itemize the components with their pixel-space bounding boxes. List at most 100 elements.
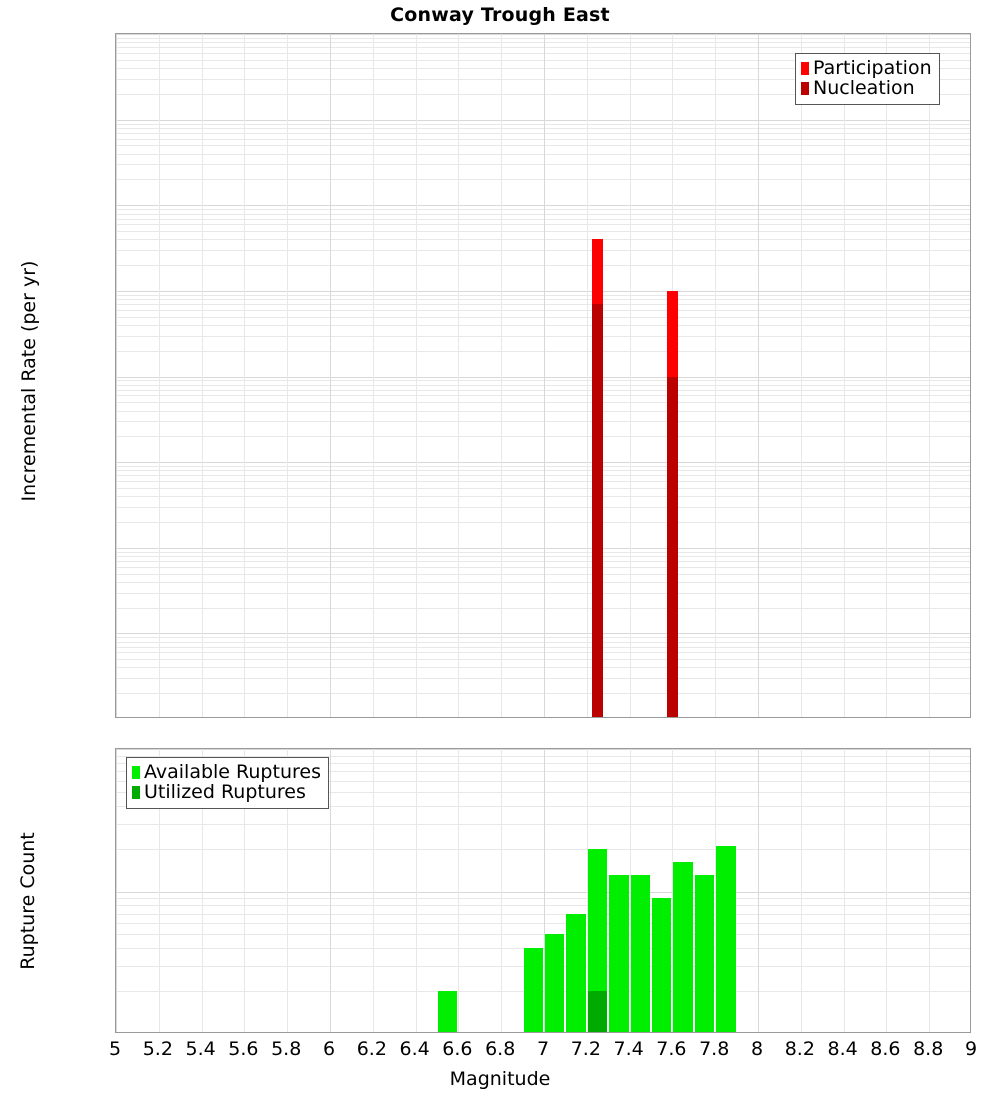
legend-label-utilized-ruptures: Utilized Ruptures xyxy=(144,781,306,803)
x-tick-label: 8.8 xyxy=(913,1038,944,1060)
legend-swatch-available xyxy=(132,766,140,779)
gridline-horizontal xyxy=(116,481,970,482)
gridline-vertical xyxy=(715,34,717,717)
legend-item-available-ruptures: Available Ruptures xyxy=(132,763,321,782)
gridline-horizontal xyxy=(116,567,970,568)
gridline-horizontal xyxy=(116,781,970,782)
legend-label-nucleation: Nucleation xyxy=(813,77,915,99)
gridline-horizontal xyxy=(116,806,970,807)
gridline-vertical xyxy=(929,34,931,717)
gridline-horizontal xyxy=(116,214,970,215)
gridline-horizontal xyxy=(116,633,970,634)
gridline-horizontal xyxy=(116,948,970,949)
gridline-horizontal xyxy=(116,154,970,155)
gridline-horizontal xyxy=(116,652,970,653)
bar-available-ruptures xyxy=(566,913,586,1032)
gridline-horizontal xyxy=(116,678,970,679)
bar-available-ruptures xyxy=(630,875,650,1032)
gridline-horizontal xyxy=(116,756,970,757)
legend-item-nucleation: Nucleation xyxy=(801,79,932,98)
legend-bottom[interactable]: Available Ruptures Utilized Ruptures xyxy=(126,757,329,809)
legend-label-available-ruptures: Available Ruptures xyxy=(144,761,321,783)
gridline-vertical xyxy=(287,749,289,1032)
x-tick-label: 6.4 xyxy=(399,1038,430,1060)
gridline-horizontal xyxy=(116,231,970,232)
gridline-vertical xyxy=(715,749,717,1032)
gridline-vertical xyxy=(501,34,503,717)
gridline-vertical xyxy=(929,749,931,1032)
gridline-horizontal xyxy=(116,351,970,352)
x-tick-label: 7.2 xyxy=(570,1038,601,1060)
gridline-vertical xyxy=(800,749,802,1032)
gridline-horizontal xyxy=(116,42,970,43)
gridline-horizontal xyxy=(116,659,970,660)
gridline-vertical xyxy=(244,749,246,1032)
x-tick-label: 7.8 xyxy=(699,1038,730,1060)
bar-available-ruptures xyxy=(694,875,715,1032)
legend-swatch-participation xyxy=(801,62,809,75)
gridline-vertical xyxy=(843,749,845,1032)
gridline-horizontal xyxy=(116,34,970,35)
gridline-horizontal xyxy=(116,771,970,772)
gridline-horizontal xyxy=(116,421,970,422)
gridline-horizontal xyxy=(116,763,970,764)
gridline-vertical xyxy=(544,749,545,1032)
gridline-horizontal xyxy=(116,749,970,750)
gridline-horizontal xyxy=(116,377,970,378)
x-tick-label: 5.2 xyxy=(142,1038,173,1060)
gridline-horizontal xyxy=(116,250,970,251)
gridline-horizontal xyxy=(116,966,970,967)
gridline-horizontal xyxy=(116,304,970,305)
gridline-vertical xyxy=(843,34,845,717)
bar-available-ruptures xyxy=(523,948,543,1032)
gridline-horizontal xyxy=(116,934,970,935)
gridline-horizontal xyxy=(116,466,970,467)
gridline-horizontal xyxy=(116,436,970,437)
x-tick-label: 8.4 xyxy=(827,1038,858,1060)
gridline-horizontal xyxy=(116,642,970,643)
gridline-horizontal xyxy=(116,395,970,396)
x-tick-label: 7.6 xyxy=(656,1038,687,1060)
bar-available-ruptures xyxy=(652,898,672,1032)
gridline-horizontal xyxy=(116,53,970,54)
gridline-vertical xyxy=(158,749,160,1032)
gridline-horizontal xyxy=(116,561,970,562)
gridline-vertical xyxy=(458,34,460,717)
gridline-horizontal xyxy=(116,291,970,292)
gridline-horizontal xyxy=(116,667,970,668)
legend-top[interactable]: Participation Nucleation xyxy=(795,53,940,105)
gridline-horizontal xyxy=(116,336,970,337)
gridline-horizontal xyxy=(116,145,970,146)
x-tick-label: 8 xyxy=(750,1038,764,1060)
gridline-horizontal xyxy=(116,496,970,497)
gridline-horizontal xyxy=(116,390,970,391)
gridline-vertical xyxy=(287,34,289,717)
gridline-horizontal xyxy=(116,265,970,266)
gridline-vertical xyxy=(800,34,802,717)
x-tick-label: 5.6 xyxy=(228,1038,259,1060)
gridline-vertical xyxy=(415,34,417,717)
gridline-horizontal xyxy=(116,325,970,326)
y-axis-label-bottom: Rupture Count xyxy=(17,832,39,970)
gridline-vertical xyxy=(629,749,631,1032)
gridline-horizontal xyxy=(116,299,970,300)
bar-available-ruptures xyxy=(438,991,458,1032)
gridline-horizontal xyxy=(116,295,970,296)
gridline-vertical xyxy=(586,749,588,1032)
gridline-horizontal xyxy=(116,239,970,240)
gridline-vertical xyxy=(244,34,246,717)
gridline-horizontal xyxy=(116,507,970,508)
x-tick-label: 5.8 xyxy=(271,1038,302,1060)
gridline-horizontal xyxy=(116,552,970,553)
gridline-vertical xyxy=(586,34,588,717)
gridline-horizontal xyxy=(116,164,970,165)
gridline-vertical xyxy=(201,749,203,1032)
x-tick-label: 5 xyxy=(108,1038,122,1060)
bar-available-ruptures xyxy=(609,875,629,1032)
x-tick-label: 6.2 xyxy=(356,1038,387,1060)
gridline-horizontal xyxy=(116,647,970,648)
gridline-horizontal xyxy=(116,380,970,381)
gridline-horizontal xyxy=(116,219,970,220)
gridline-horizontal xyxy=(116,402,970,403)
